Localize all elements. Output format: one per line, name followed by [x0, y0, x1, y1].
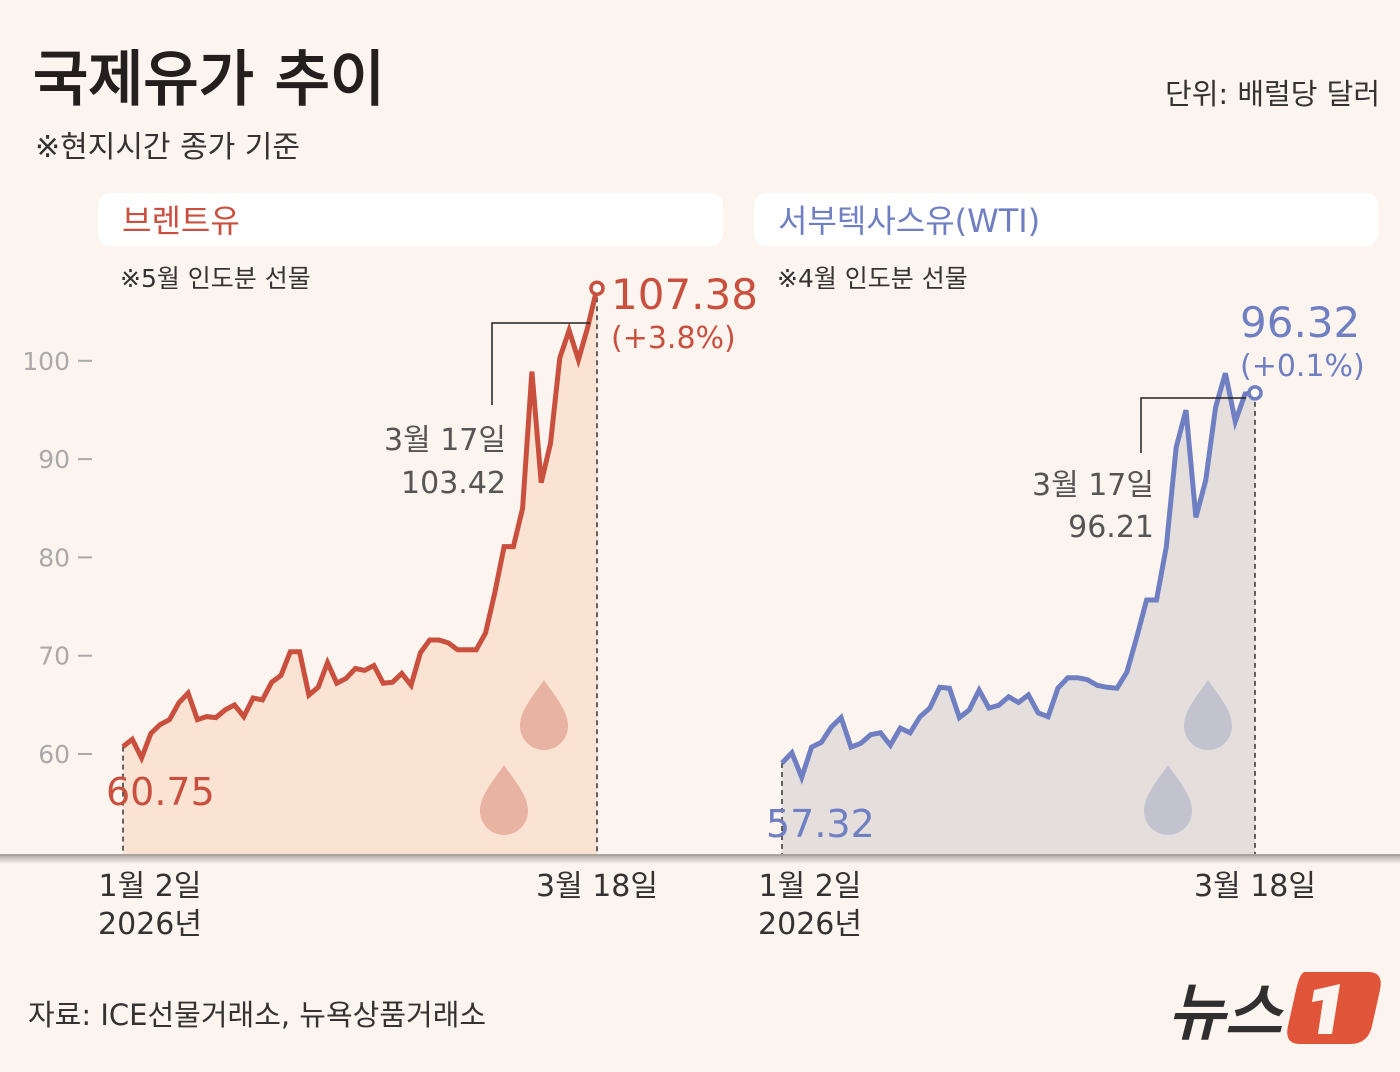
brent-area	[123, 288, 597, 855]
brent-note: ※5월 인도분 선물	[120, 264, 311, 293]
brent-title: 브렌트유	[122, 202, 240, 240]
wti-chart	[780, 372, 1263, 855]
logo-one	[1312, 984, 1340, 1034]
brent-end-marker	[589, 280, 605, 297]
brent-end-change: (+3.8%)	[611, 321, 736, 356]
y-tick-label: 90	[38, 445, 70, 474]
wti-area	[782, 373, 1255, 855]
wti-x-start-year: 2026년	[758, 907, 862, 942]
y-tick-label: 80	[38, 543, 70, 572]
brent-x-start-label: 1월 2일	[99, 869, 202, 904]
wti-annotation-leader	[1140, 397, 1246, 453]
brent-header-box	[98, 193, 723, 246]
wti-end-change: (+0.1%)	[1240, 349, 1365, 384]
wti-end-value: 96.32	[1240, 298, 1360, 347]
y-tick-label: 100	[22, 347, 70, 376]
wti-header-box	[754, 193, 1378, 246]
news1-logo: 뉴스	[1168, 972, 1381, 1049]
oil-drop-icon	[1184, 680, 1232, 750]
page-title: 국제유가 추이	[33, 45, 385, 115]
oil-drop-icon	[480, 765, 528, 835]
unit-label: 단위: 배럴당 달러	[1165, 77, 1380, 111]
brent-y-axis: 100 90 80 70 60	[22, 347, 92, 769]
brent-x-start-year: 2026년	[98, 907, 202, 942]
brent-annotation-value: 103.42	[401, 466, 506, 501]
brent-chart	[121, 280, 605, 855]
brent-end-value: 107.38	[611, 270, 758, 319]
wti-title: 서부텍사스유(WTI)	[778, 202, 1040, 240]
brent-annotation-date: 3월 17일	[384, 423, 506, 458]
subtitle: ※현지시간 종가 기준	[35, 130, 300, 165]
y-tick-label: 70	[38, 642, 70, 671]
wti-annotation-value: 96.21	[1068, 510, 1154, 545]
oil-drop-icon	[1144, 765, 1192, 835]
wti-x-end-label: 3월 18일	[1194, 869, 1316, 904]
wti-note: ※4월 인도분 선물	[777, 264, 968, 293]
wti-x-start-label: 1월 2일	[759, 869, 862, 904]
oil-drop-icon	[520, 680, 568, 750]
logo-text: 뉴스	[1168, 976, 1284, 1049]
baseline-shadow	[0, 856, 1400, 864]
brent-start-value: 60.75	[106, 770, 215, 814]
wti-end-marker	[1247, 385, 1263, 401]
wti-annotation-date: 3월 17일	[1032, 468, 1154, 503]
y-tick-label: 60	[38, 740, 70, 769]
brent-line	[121, 287, 600, 765]
wti-start-value: 57.32	[766, 802, 875, 846]
brent-x-end-label: 3월 18일	[536, 869, 658, 904]
brent-annotation-leader	[491, 322, 590, 405]
source-text: 자료: ICE선물거래소, 뉴욕상품거래소	[28, 998, 486, 1032]
